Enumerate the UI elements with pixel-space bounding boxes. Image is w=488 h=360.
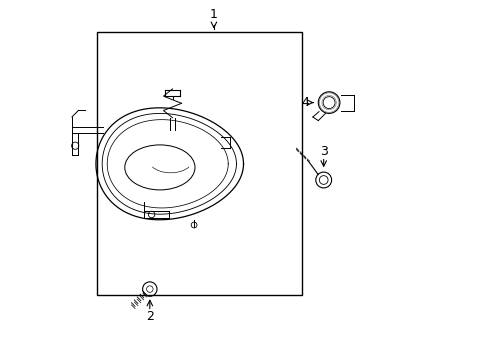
Text: 3: 3 bbox=[319, 145, 327, 158]
Text: 4: 4 bbox=[301, 96, 308, 109]
Bar bbox=[97, 32, 302, 295]
Text: 1: 1 bbox=[209, 8, 217, 21]
Text: 2: 2 bbox=[145, 310, 153, 323]
